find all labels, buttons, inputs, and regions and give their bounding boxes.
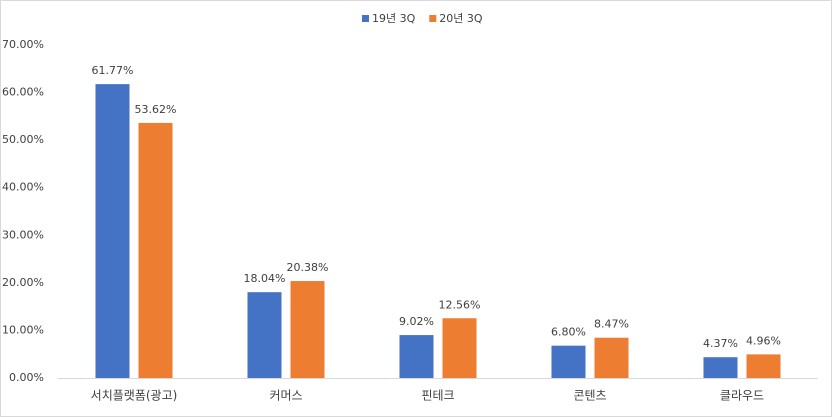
x-tick-label: 핀테크 — [421, 389, 454, 403]
legend-label: 20년 3Q — [439, 12, 483, 25]
data-label: 18.04% — [244, 272, 286, 285]
data-label: 4.96% — [746, 334, 781, 347]
y-tick-label: 40.00% — [2, 181, 44, 194]
x-tick-label: 콘텐츠 — [573, 389, 606, 403]
y-tick-label: 50.00% — [2, 133, 44, 146]
bar — [290, 281, 325, 378]
bar — [95, 84, 130, 379]
data-label: 9.02% — [399, 315, 434, 328]
data-label: 6.80% — [551, 326, 586, 339]
y-tick-label: 10.00% — [2, 323, 44, 336]
legend-swatch — [362, 15, 369, 22]
bar — [399, 335, 434, 378]
x-tick-label: 커머스 — [269, 389, 302, 403]
y-tick-label: 70.00% — [2, 38, 44, 51]
data-label: 61.77% — [92, 64, 134, 77]
bar — [442, 318, 477, 378]
bar — [703, 357, 738, 378]
bar — [247, 292, 282, 378]
data-label: 12.56% — [439, 298, 481, 311]
x-tick-label: 클라우드 — [720, 389, 764, 403]
x-tick-label: 서치플랫폼(광고) — [91, 389, 178, 403]
y-tick-label: 30.00% — [2, 228, 44, 241]
bar — [746, 354, 781, 378]
y-tick-label: 0.00% — [9, 371, 44, 384]
legend-label: 19년 3Q — [372, 12, 416, 25]
bar — [594, 337, 629, 378]
data-label: 53.62% — [135, 103, 177, 116]
data-label: 20.38% — [287, 261, 329, 274]
data-label: 4.37% — [703, 337, 738, 350]
y-tick-label: 60.00% — [2, 86, 44, 99]
bar — [551, 345, 586, 378]
data-label: 8.47% — [594, 318, 629, 331]
legend-swatch — [429, 15, 437, 22]
y-tick-label: 20.00% — [2, 276, 44, 289]
bar — [138, 122, 173, 378]
